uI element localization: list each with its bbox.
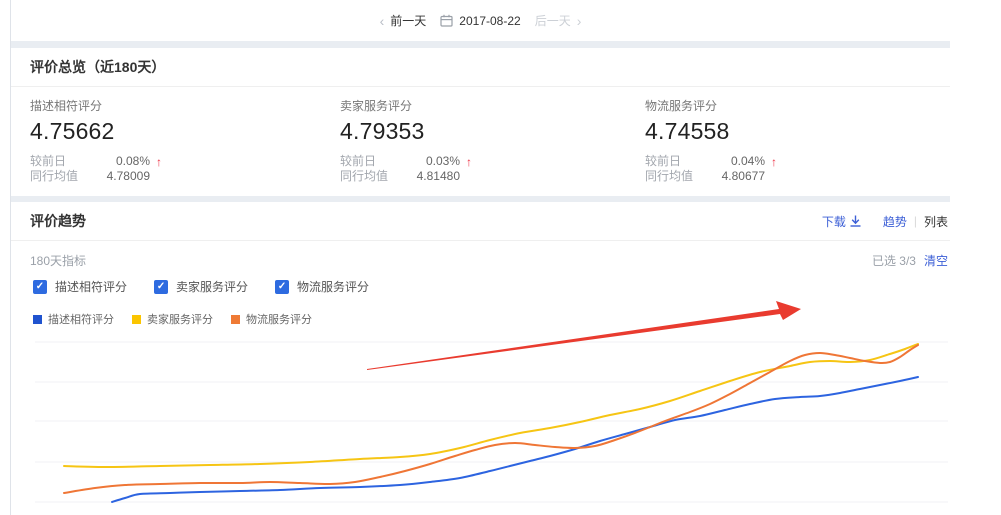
metric-card-seller-service: 卖家服务评分 4.79353 较前日 0.03% ↑ 同行均值 4.81480 (340, 97, 472, 184)
prev-day-button[interactable]: ‹ 前一天 (380, 12, 427, 29)
chevron-right-icon: › (576, 12, 582, 29)
peer-value: 4.78009 (106, 169, 150, 183)
peer-label: 同行均值 (30, 169, 79, 183)
trend-chart-svg (35, 301, 948, 503)
peer-label: 同行均值 (645, 169, 694, 183)
legend-swatch-icon (231, 314, 240, 324)
date-picker[interactable]: 2017-08-22 (440, 13, 521, 28)
checkbox-checked-icon: ✓ (275, 279, 290, 294)
metric-label: 物流服务评分 (645, 99, 718, 113)
overview-title: 评价总览（近180天） (30, 59, 166, 75)
date-nav: ‹ 前一天 2017-08-22 后一天 › (11, 0, 950, 41)
metric-label: 卖家服务评分 (340, 99, 413, 113)
legend-swatch-icon (33, 314, 42, 324)
trend-title: 评价趋势 (30, 213, 86, 229)
metric-card-logistics: 物流服务评分 4.74558 较前日 0.04% ↑ 同行均值 4.80677 (645, 97, 777, 184)
chart-legend: 描述相符评分 卖家服务评分 物流服务评分 (11, 311, 950, 327)
next-day-label: 后一天 (534, 14, 571, 28)
evaluation-overview-section: 评价总览（近180天） 描述相符评分 4.75662 较前日 0.08% ↑ 同… (11, 48, 950, 196)
prev-day-label: 前一天 (390, 14, 427, 28)
peer-label: 同行均值 (340, 169, 389, 183)
dod-label: 较前日 (645, 154, 682, 168)
chevron-left-icon: ‹ (379, 12, 385, 29)
checkbox-checked-icon: ✓ (154, 279, 169, 294)
legend-item-description: 描述相符评分 (33, 311, 114, 327)
metric-value: 4.79353 (340, 118, 425, 144)
dod-label: 较前日 (30, 154, 67, 168)
up-arrow-icon: ↑ (466, 154, 472, 169)
legend-swatch-icon (132, 314, 141, 324)
legend-item-seller-service: 卖家服务评分 (132, 311, 213, 327)
calendar-icon (440, 14, 453, 27)
section-divider (11, 196, 950, 202)
download-button[interactable]: 下载 (822, 213, 861, 230)
peer-value: 4.81480 (416, 169, 460, 183)
checkbox-checked-icon: ✓ (33, 279, 47, 294)
up-arrow-icon: ↑ (156, 154, 162, 169)
trend-arrow-annotation (367, 301, 801, 370)
download-icon (850, 215, 861, 227)
tab-list[interactable]: 列表 (923, 214, 948, 229)
selected-count: 已选 3/3 (871, 254, 916, 268)
metric-card-description: 描述相符评分 4.75662 较前日 0.08% ↑ 同行均值 4.78009 (30, 97, 162, 184)
next-day-button[interactable]: 后一天 › (535, 12, 582, 29)
peer-value: 4.80677 (721, 169, 765, 183)
tab-trend[interactable]: 趋势 (882, 214, 907, 229)
metric-label: 描述相符评分 (30, 99, 103, 113)
section-divider (11, 41, 950, 48)
checkbox-seller-service-score[interactable]: ✓ 卖家服务评分 (154, 278, 248, 295)
filter-label: 180天指标 (30, 254, 87, 268)
metric-value: 4.75662 (30, 118, 115, 144)
trend-chart[interactable] (0, 290, 1001, 515)
legend-item-logistics: 物流服务评分 (231, 311, 312, 327)
tab-separator: | (913, 214, 917, 228)
current-date: 2017-08-22 (459, 13, 521, 28)
up-arrow-icon: ↑ (771, 154, 777, 169)
dod-value: 0.08% (115, 154, 150, 168)
dod-value: 0.04% (730, 154, 765, 168)
clear-button[interactable]: 清空 (923, 254, 948, 268)
checkbox-description-score[interactable]: ✓ 描述相符评分 (33, 278, 127, 295)
checkbox-logistics-score[interactable]: ✓ 物流服务评分 (275, 278, 369, 295)
dod-label: 较前日 (340, 154, 377, 168)
dod-value: 0.03% (425, 154, 460, 168)
metric-value: 4.74558 (645, 118, 730, 144)
